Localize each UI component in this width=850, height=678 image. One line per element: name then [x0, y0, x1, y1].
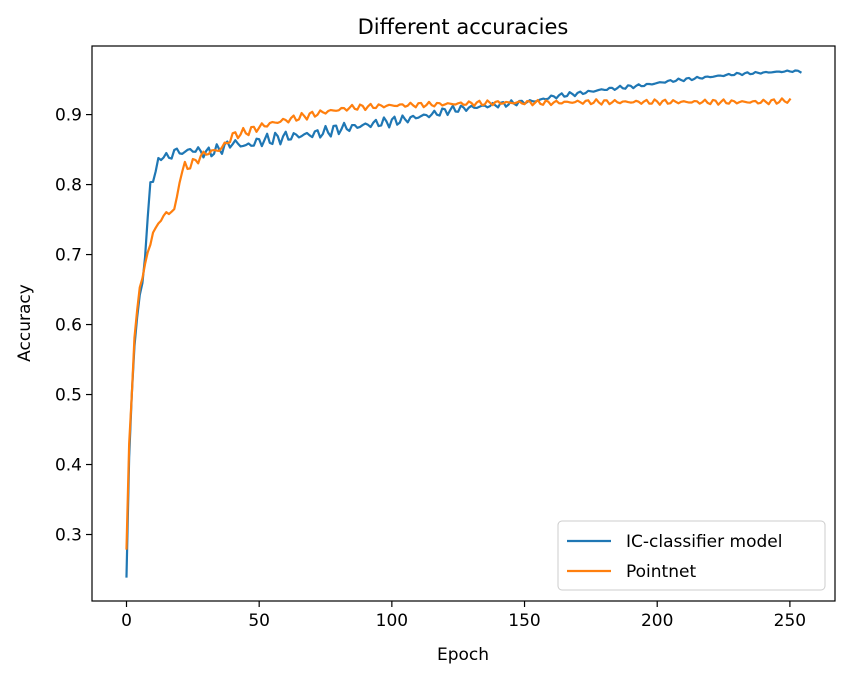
series-line-pointnet [125, 97, 792, 550]
series-line-ic-classifier-model [125, 69, 803, 578]
y-tick-label: 0.9 [55, 106, 82, 126]
legend-box [557, 520, 826, 591]
chart-title: Different accuracies [358, 15, 569, 39]
series-layer [125, 69, 803, 578]
y-ticks: 0.3 0.4 0.5 0.6 0.7 0.8 0.9 [55, 106, 92, 546]
y-tick-label: 0.8 [55, 176, 82, 196]
y-tick-label: 0.6 [55, 316, 82, 336]
x-tick-label: 50 [248, 611, 270, 631]
x-ticks: 0 50 100 150 200 250 [121, 601, 806, 631]
x-tick-label: 150 [508, 611, 540, 631]
x-tick-label: 250 [774, 611, 806, 631]
legend-entry-label: Pointnet [626, 562, 696, 582]
y-tick-label: 0.4 [55, 456, 82, 476]
y-tick-label: 0.3 [55, 526, 82, 546]
legend: IC-classifier model Pointnet [557, 520, 826, 591]
y-tick-label: 0.7 [55, 246, 82, 266]
x-tick-label: 200 [641, 611, 673, 631]
y-axis-label: Accuracy [15, 284, 35, 362]
y-tick-label: 0.5 [55, 386, 82, 406]
legend-entry-label: IC-classifier model [626, 532, 782, 552]
x-tick-label: 100 [376, 611, 408, 631]
x-tick-label: 0 [121, 611, 132, 631]
plot-area [91, 45, 836, 602]
x-axis-label: Epoch [437, 645, 489, 665]
plot-frame [91, 45, 836, 602]
